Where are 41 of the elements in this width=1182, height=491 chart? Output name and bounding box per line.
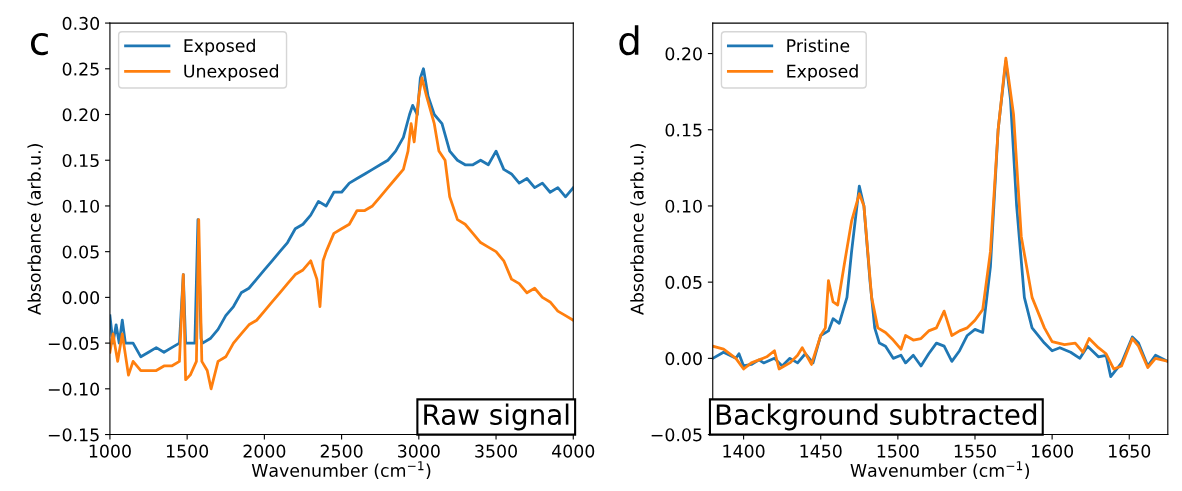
x-tick-label: 1550 <box>954 444 996 458</box>
y-tick-label: 0.10 <box>665 199 702 213</box>
y-tick-label: −0.05 <box>48 336 99 350</box>
annotation: Raw signal <box>424 403 569 431</box>
x-tick-label: 1500 <box>166 444 209 458</box>
y-tick-label: 0.25 <box>62 62 99 76</box>
y-tick-label: 0.20 <box>665 47 702 61</box>
y-tick-label: 0.15 <box>665 123 702 137</box>
y-tick-label: −0.05 <box>651 428 702 442</box>
x-tick-label: 3000 <box>398 444 440 458</box>
y-tick-label: 0.15 <box>62 153 99 168</box>
y-tick-label: 0.05 <box>665 275 702 289</box>
x-tick-label: 1600 <box>1031 444 1074 458</box>
y-tick-label: 0.05 <box>62 245 99 259</box>
x-tick-label: 1400 <box>723 444 765 458</box>
text: d <box>619 25 639 56</box>
x-axis-title: Wavenumber (cm$^{−1}$) <box>251 461 431 480</box>
y-tick-label: 0.00 <box>665 352 702 366</box>
annotation: Background subtracted <box>716 403 1037 431</box>
y-tick-label: 0.30 <box>62 16 100 30</box>
x-tick-label: 1450 <box>800 444 842 458</box>
x-tick-label: 1000 <box>89 444 131 458</box>
y-tick-label: 0.00 <box>62 291 100 305</box>
y-tick-label: −0.15 <box>48 428 99 442</box>
legend-label: Unexposed <box>184 64 279 81</box>
y-tick-label: −0.10 <box>48 382 100 396</box>
x-tick-label: 2000 <box>243 444 286 458</box>
legend-label: Pristine <box>787 38 850 53</box>
legend-label: Exposed <box>787 64 858 81</box>
y-axis-title: Absorbance (arb.u.) <box>27 144 43 315</box>
text: c <box>30 32 48 56</box>
x-axis-title: Wavenumber (cm$^{−1}$) <box>850 461 1030 480</box>
x-tick-label: 3500 <box>475 444 517 458</box>
y-tick-label: 0.20 <box>62 108 100 122</box>
x-tick-label: 2500 <box>320 444 363 458</box>
legend-label: Exposed <box>184 38 255 56</box>
x-tick-label: 1650 <box>1109 444 1151 458</box>
y-axis-title: Absorbance (arb.u.) <box>630 144 646 315</box>
x-tick-label: 4000 <box>552 444 595 458</box>
x-tick-label: 1500 <box>877 444 919 458</box>
y-tick-label: 0.10 <box>62 199 100 213</box>
